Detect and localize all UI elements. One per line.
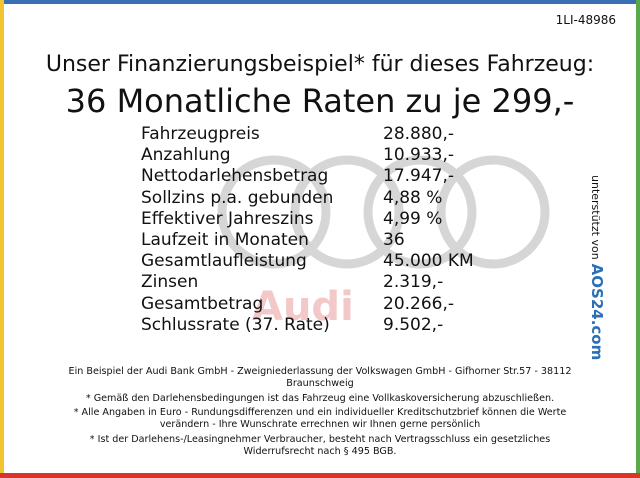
row-label: Zinsen (141, 272, 199, 293)
row-label: Sollzins p.a. gebunden (141, 187, 334, 208)
table-row: Effektiver Jahreszins 4,99 % (141, 209, 501, 230)
footnote-line: * Gemäß den Darlehensbedingungen ist das… (85, 392, 555, 404)
border-right (636, 0, 640, 478)
sponsor-text: unterstützt von (589, 175, 602, 260)
footnote-line: Ein Beispiel der Audi Bank GmbH - Zweign… (68, 366, 572, 377)
row-value: 28.880,- (383, 124, 455, 144)
title: Unser Finanzierungsbeispiel* für dieses … (45, 52, 595, 77)
footnote: * Alle Angaben in Euro - Rundungsdiffere… (20, 407, 620, 431)
row-value: 4,88 % (383, 187, 443, 208)
row-label: Gesamtlaufleistung (141, 251, 307, 272)
table-row: Sollzins p.a. gebunden 4,88 % (141, 188, 501, 209)
footnote: * Ist der Darlehens-/Leasingnehmer Verbr… (20, 434, 620, 458)
table-row: Anzahlung 10.933,- (141, 145, 501, 166)
row-label: Laufzeit in Monaten (141, 229, 309, 250)
table-row: Schlussrate (37. Rate) 9.502,- (141, 315, 501, 336)
table-row: Laufzeit in Monaten 36 (141, 230, 501, 251)
row-label: Anzahlung (141, 145, 231, 166)
vehicle-id: 1LI-48986 (555, 13, 616, 27)
sponsor-logo: AOS24.com (588, 263, 606, 361)
row-label: Effektiver Jahreszins (141, 208, 314, 229)
border-top (0, 0, 640, 4)
row-label: Fahrzeugpreis (141, 124, 260, 144)
footnote: * Gemäß den Darlehensbedingungen ist das… (20, 393, 620, 405)
table-row: Nettodarlehensbetrag 17.947,- (141, 166, 501, 187)
footnote-line: Widerrufsrecht nach § 495 BGB. (243, 445, 397, 457)
footer: Ein Beispiel der Audi Bank GmbH - Zweign… (20, 366, 620, 461)
row-value: 36 (383, 229, 405, 250)
row-label: Nettodarlehensbetrag (141, 166, 329, 187)
row-value: 20.266,- (383, 293, 455, 314)
border-left (0, 0, 4, 478)
row-value: 10.933,- (383, 145, 455, 166)
footnote-line: verändern - Ihre Wunschrate errechnen wi… (159, 419, 481, 431)
row-value: 17.947,- (383, 166, 455, 187)
row-label: Schlussrate (37. Rate) (141, 314, 330, 335)
row-label: Gesamtbetrag (141, 293, 264, 314)
finance-table: Fahrzeugpreis 28.880,- Anzahlung 10.933,- Ne… (141, 124, 501, 336)
border-bottom (0, 473, 640, 478)
row-value: 45.000 KM (383, 251, 474, 272)
sponsor: unterstützt von AOS24.com (588, 175, 606, 360)
footnote-line: * Alle Angaben in Euro - Rundungsdiffere… (73, 407, 567, 419)
table-row: Zinsen 2.319,- (141, 272, 501, 293)
row-value: 2.319,- (383, 272, 444, 293)
row-value: 9.502,- (383, 314, 444, 335)
audi-watermark: Audi (252, 284, 354, 330)
footnote: Ein Beispiel der Audi Bank GmbH - Zweign… (20, 366, 620, 390)
row-value: 4,99 % (383, 208, 443, 229)
subtitle: 36 Monatliche Raten zu je 299,- (65, 82, 575, 120)
table-row: Gesamtbetrag 20.266,- (141, 294, 501, 315)
footnote-line: Braunschweig (286, 377, 354, 389)
footnote-line: * Ist der Darlehens-/Leasingnehmer Verbr… (89, 433, 551, 445)
table-row: Gesamtlaufleistung 45.000 KM (141, 251, 501, 272)
table-row: Fahrzeugpreis 28.880,- (141, 124, 501, 145)
